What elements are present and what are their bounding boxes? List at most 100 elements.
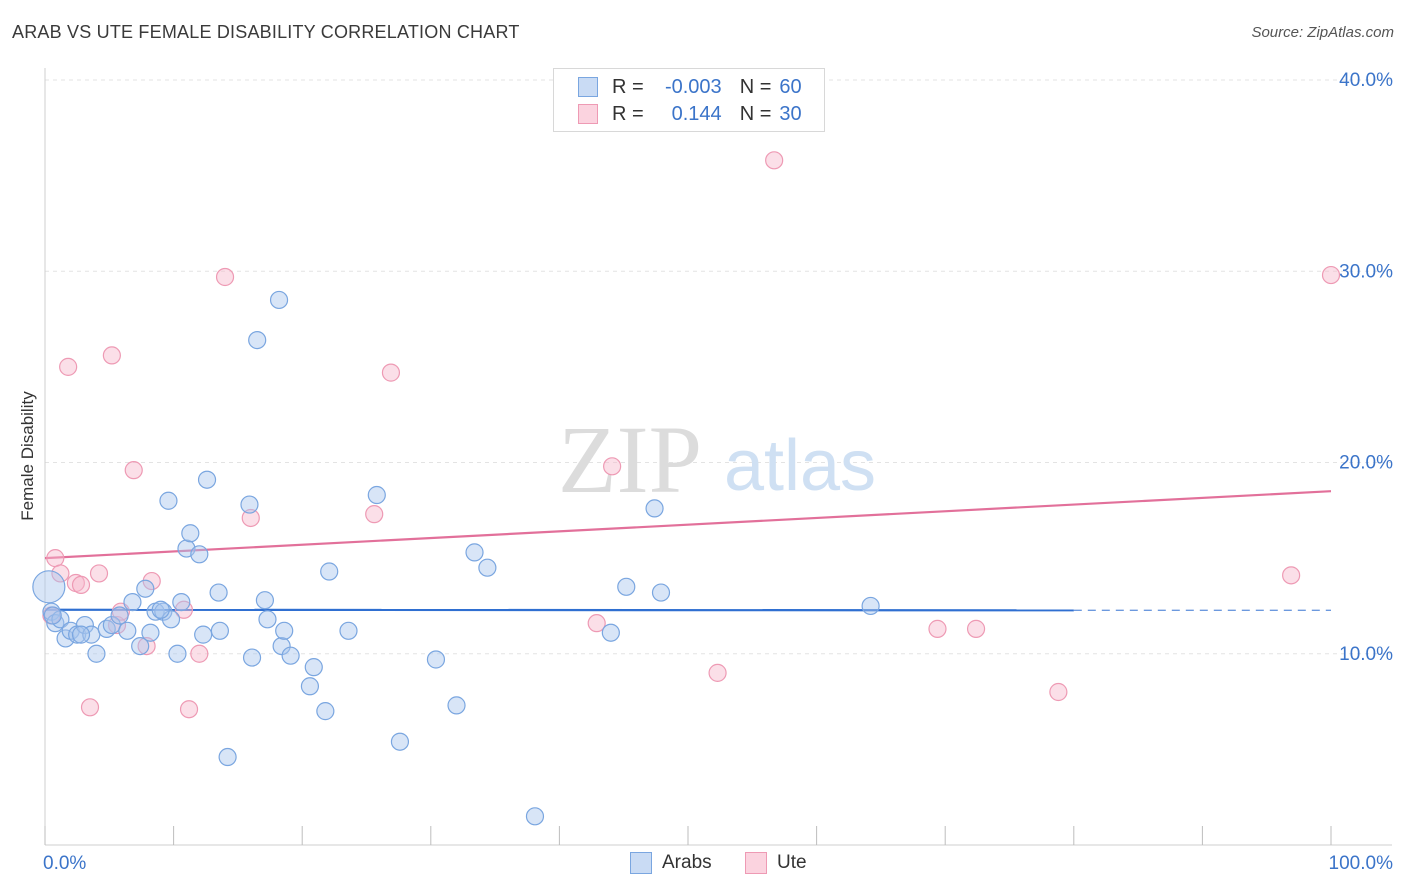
arabs-point: [32, 570, 66, 604]
arabs-point: [87, 644, 106, 663]
arabs-point: [242, 648, 262, 667]
ute-point: [46, 549, 65, 568]
arabs-point: [447, 696, 466, 715]
arabs-point: [240, 495, 259, 514]
stats-row-arabs: R = -0.003 N = 60: [578, 74, 802, 100]
n-label: N =: [739, 75, 772, 98]
arabs-swatch: [578, 77, 598, 97]
arabs-trend-line: [44, 608, 1074, 612]
arabs-legend-swatch: [630, 852, 652, 874]
arabs-point: [68, 625, 87, 644]
arabs-point: [131, 636, 150, 656]
ute-point: [80, 698, 100, 717]
ute-point: [179, 700, 199, 719]
arabs-point: [316, 702, 335, 721]
ute-point: [765, 151, 784, 170]
stats-row-ute: R = 0.144 N = 30: [578, 101, 802, 127]
arabs-point: [197, 470, 217, 489]
chart-title: ARAB VS UTE FEMALE DISABILITY CORRELATIO…: [12, 22, 520, 42]
y-tick-label: 20.0%: [1339, 453, 1393, 474]
legend-item-arabs[interactable]: Arabs: [630, 852, 712, 874]
arabs-point: [426, 650, 446, 669]
axes: [44, 68, 1392, 846]
ute-point: [365, 505, 384, 524]
watermark-atlas: atlas: [724, 426, 876, 506]
r-value: -0.003: [664, 75, 722, 98]
ute-point: [708, 663, 727, 682]
ute-point: [89, 564, 109, 583]
arabs-point: [194, 625, 213, 644]
ute-point: [1049, 682, 1068, 702]
ute-trend-line: [44, 490, 1332, 560]
ute-point: [51, 564, 70, 583]
legend-label-ute: Ute: [777, 852, 807, 873]
arabs-point: [168, 644, 187, 663]
arabs-point: [269, 290, 289, 310]
r-value: 0.144: [671, 102, 722, 125]
ute-point: [1282, 566, 1301, 585]
ute-point: [137, 636, 156, 656]
arabs-point: [465, 543, 484, 562]
source-label: Source: ZipAtlas.com: [1251, 24, 1394, 41]
arabs-point: [118, 621, 137, 640]
arabs-point: [300, 677, 320, 696]
ute-point: [603, 457, 622, 476]
x-tick-label-min: 0.0%: [43, 853, 86, 874]
ute-point: [59, 357, 78, 376]
arabs-point: [304, 658, 323, 677]
arabs-point: [159, 491, 178, 510]
n-value: 30: [779, 102, 802, 125]
arabs-point: [255, 591, 275, 610]
series-legend: Arabs Ute: [0, 852, 1406, 878]
y-tick-label: 40.0%: [1339, 70, 1393, 91]
arabs-point: [136, 579, 155, 598]
arabs-point: [651, 583, 671, 602]
ute-legend-swatch: [745, 852, 767, 874]
ute-point: [966, 619, 986, 638]
arabs-point: [258, 610, 277, 629]
ute-point: [102, 346, 121, 365]
arabs-point: [75, 615, 94, 635]
arabs-point: [525, 807, 545, 826]
watermark: ZIP atlas: [558, 406, 876, 513]
arabs-point: [601, 623, 620, 642]
tick-labels: 10.0% 20.0% 30.0% 40.0% 0.0% 100.0%: [43, 70, 1393, 874]
arabs-point: [218, 747, 237, 767]
ute-point: [381, 363, 401, 382]
arabs-point: [210, 621, 229, 640]
y-tick-label: 10.0%: [1339, 644, 1393, 665]
arabs-point: [861, 596, 880, 616]
arabs-point: [390, 732, 410, 751]
arabs-point: [154, 602, 173, 621]
arabs-point: [275, 621, 294, 640]
legend-label-arabs: Arabs: [662, 852, 712, 873]
ute-point: [71, 575, 91, 595]
ute-point: [1321, 265, 1341, 285]
watermark-zip: ZIP: [558, 406, 702, 513]
x-tick-label-max: 100.0%: [1329, 853, 1394, 874]
arabs-point: [617, 577, 636, 596]
arabs-point: [248, 331, 267, 350]
arabs-point: [339, 621, 358, 640]
grid-lines: [45, 79, 1392, 655]
ute-point: [587, 614, 606, 633]
arabs-point: [367, 485, 386, 505]
r-label: R =: [612, 102, 644, 125]
trend-lines: [44, 490, 1332, 612]
ute-point: [215, 267, 235, 287]
arabs-point: [123, 593, 142, 612]
data-points: [32, 151, 1341, 826]
ute-swatch: [578, 104, 598, 124]
arabs-point: [320, 562, 339, 581]
legend-item-ute[interactable]: Ute: [745, 852, 807, 874]
arabs-point: [181, 524, 200, 543]
arabs-point: [110, 606, 129, 625]
arabs-point: [645, 499, 664, 518]
ute-point: [928, 619, 947, 638]
ute-point: [190, 644, 209, 663]
arabs-point: [209, 583, 228, 602]
arabs-point: [190, 545, 209, 564]
arabs-point: [43, 606, 62, 625]
arabs-point: [172, 593, 191, 612]
